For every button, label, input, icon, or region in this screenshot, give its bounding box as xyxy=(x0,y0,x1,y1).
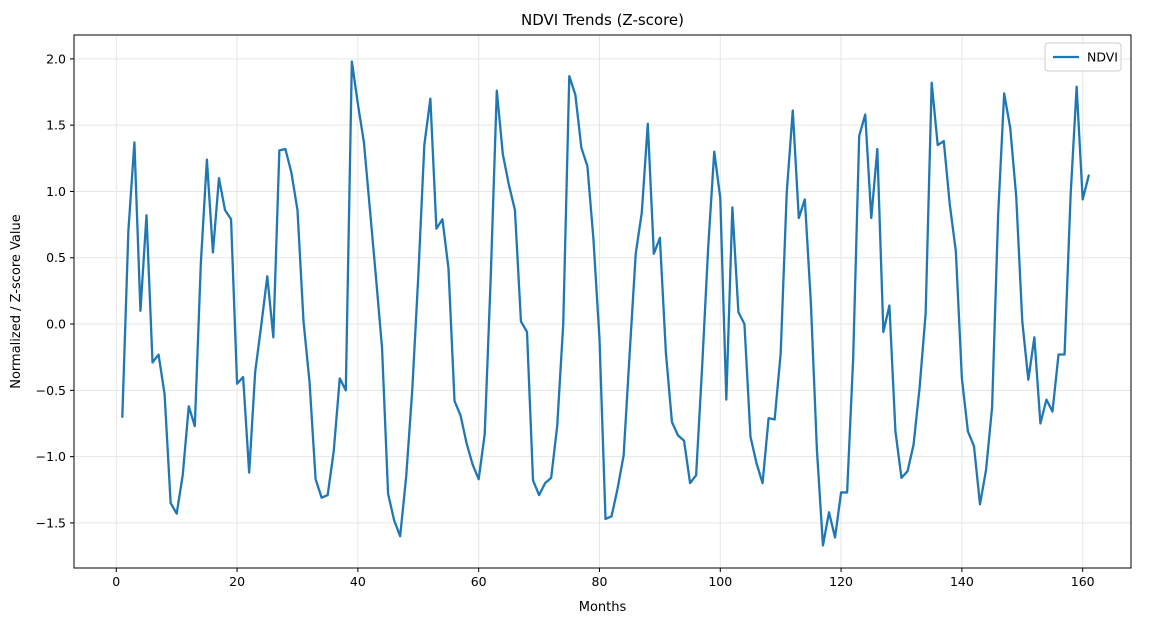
legend-box xyxy=(1044,42,1122,72)
x-tick-label: 140 xyxy=(950,574,974,589)
y-tick-label: 0.5 xyxy=(46,250,66,265)
x-tick-label: 60 xyxy=(471,574,487,589)
x-tick-label: 120 xyxy=(829,574,853,589)
series-line-ndvi xyxy=(121,60,1090,547)
y-tick-label: −1.5 xyxy=(36,515,66,530)
plot-area xyxy=(73,34,1132,569)
chart-title: NDVI Trends (Z-score) xyxy=(521,11,684,29)
legend-label-ndvi: NDVI xyxy=(1087,50,1118,65)
series-layer xyxy=(121,60,1090,547)
y-tick-label: −0.5 xyxy=(36,383,66,398)
y-tick-label: 0.0 xyxy=(46,317,66,332)
y-tick-label: 1.5 xyxy=(46,118,66,133)
axis-ticks: 0 20 40 60 80 100 120 140 160 −1.5 −1.0 −0.5 0.0 0.5 1… xyxy=(36,51,1095,589)
x-tick-label: 160 xyxy=(1071,574,1095,589)
x-tick-label: 80 xyxy=(592,574,608,589)
x-axis-label: Months xyxy=(579,600,627,615)
y-axis-label: Normalized / Z-score Value xyxy=(9,214,24,389)
x-tick-label: 0 xyxy=(112,574,120,589)
y-tick-label: 1.0 xyxy=(46,184,66,199)
x-tick-label: 20 xyxy=(229,574,245,589)
y-tick-label: 2.0 xyxy=(46,51,66,66)
legend: NDVI xyxy=(1044,42,1122,72)
x-tick-label: 100 xyxy=(708,574,732,589)
x-tick-label: 40 xyxy=(350,574,366,589)
y-tick-label: −1.0 xyxy=(36,449,66,464)
